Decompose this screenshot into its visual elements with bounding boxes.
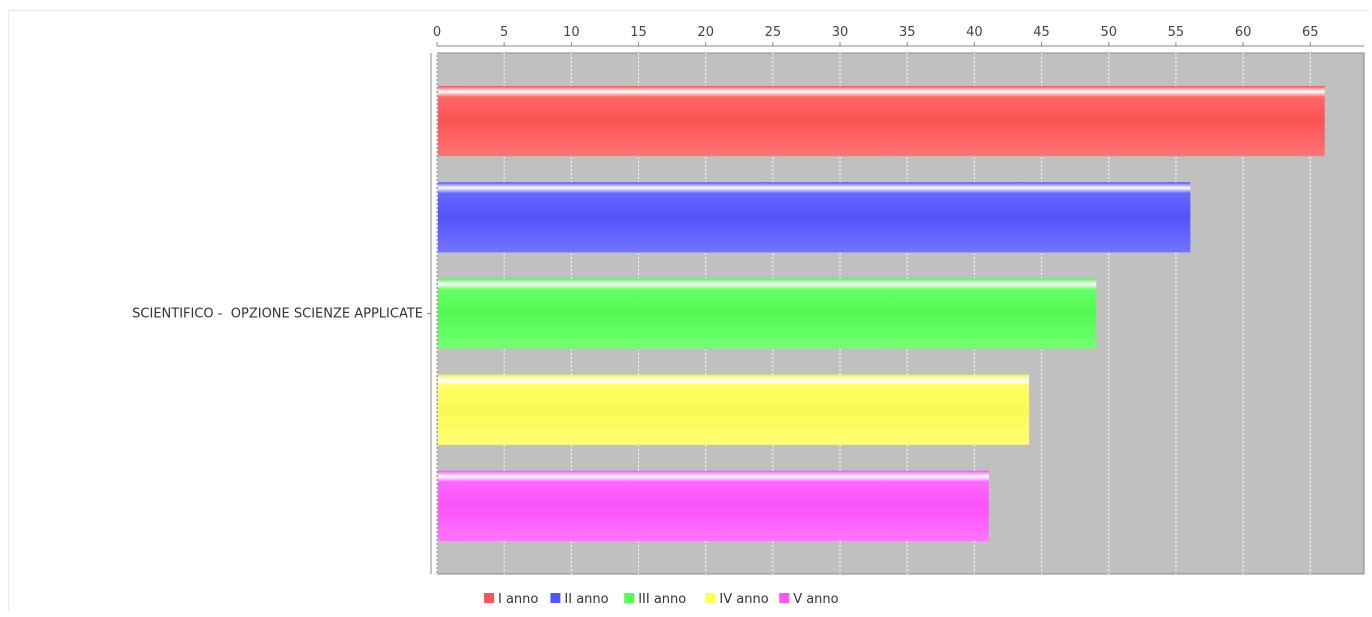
bar-chart: 0 5 10 15 20 25 30 35 40 45 50 55 60 65 SCIENTIFICO - … [8, 10, 1370, 612]
legend-swatch [484, 593, 494, 603]
legend-swatch [550, 593, 561, 603]
bar-4 [438, 374, 1030, 445]
legend-swatch [779, 593, 790, 603]
legend-label: I anno [498, 592, 538, 607]
legend-swatch [705, 593, 716, 603]
bar-1 [438, 85, 1325, 157]
legend: I anno II anno III anno IV anno V anno [484, 592, 839, 607]
x-tick-label: 15 [630, 25, 647, 40]
x-tick-label: 60 [1235, 25, 1252, 40]
x-tick-label: 30 [832, 25, 849, 40]
x-tick-label: 55 [1168, 25, 1185, 40]
x-tick-label: 0 [433, 25, 441, 40]
legend-swatch [624, 593, 635, 603]
legend-label: III anno [638, 592, 686, 607]
chart-canvas: 0 5 10 15 20 25 30 35 40 45 50 55 60 65 SCIENTIFICO - … [132, 25, 1365, 607]
legend-label: IV anno [719, 592, 768, 607]
category-label: SCIENTIFICO - OPZIONE SCIENZE APPLICATE [132, 307, 423, 322]
bar-3 [438, 278, 1097, 349]
legend-label: II anno [564, 592, 608, 607]
x-tick-label: 50 [1100, 25, 1117, 40]
x-tick-label: 20 [697, 25, 714, 40]
x-tick-label: 5 [500, 25, 508, 40]
x-tick-label: 35 [899, 25, 916, 40]
x-tick-label: 25 [765, 25, 782, 40]
bar-2 [438, 182, 1191, 253]
x-tick-label: 45 [1033, 25, 1050, 40]
bar-5 [438, 470, 989, 542]
x-tick-label: 10 [563, 25, 580, 40]
legend-label: V anno [793, 592, 838, 607]
x-tick-label: 40 [966, 25, 983, 40]
x-tick-label: 65 [1302, 25, 1319, 40]
